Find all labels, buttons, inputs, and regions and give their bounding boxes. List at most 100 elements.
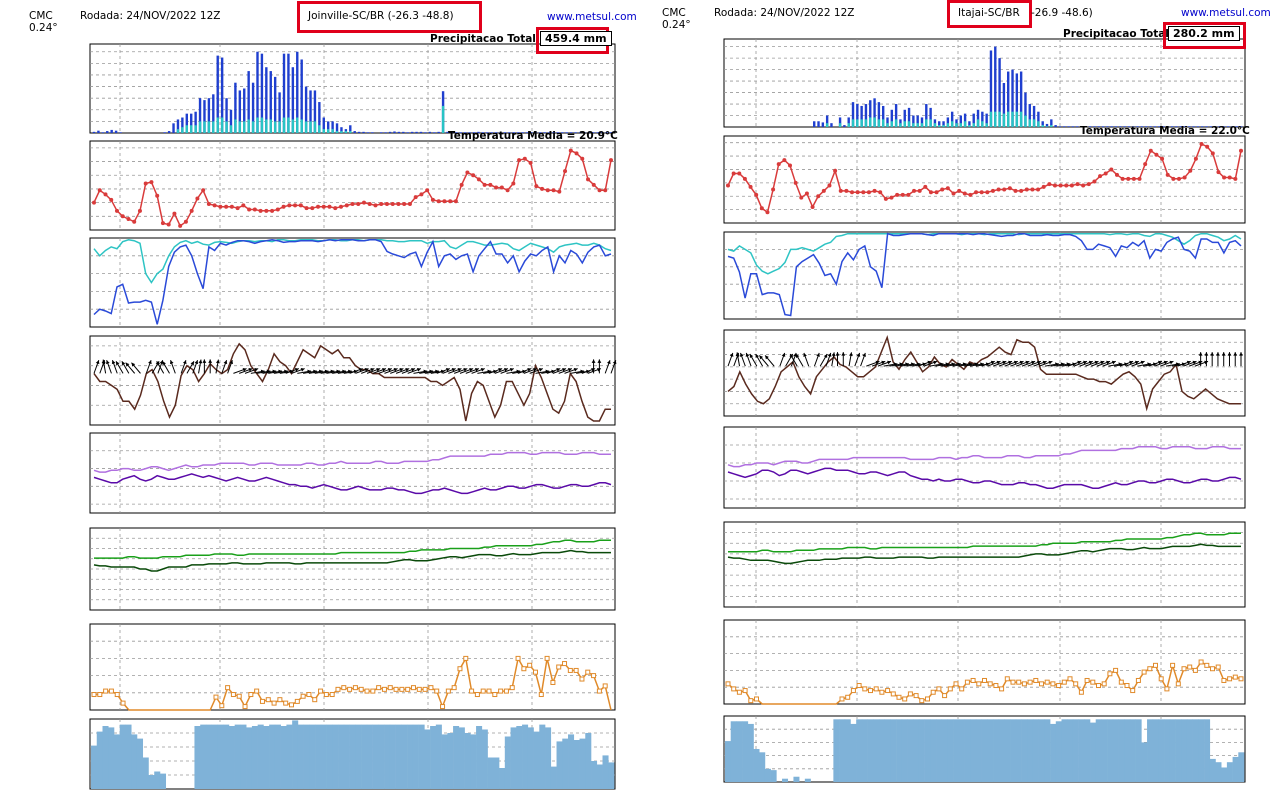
wind-arrowhead [463,367,468,372]
wind-arrowhead [202,359,207,363]
precip-bar [972,113,975,127]
convec-bar [925,119,928,127]
cloud-bar [102,726,109,789]
convec-bar [1024,115,1027,127]
showalter-point [1141,669,1147,675]
cloud-bar [1050,723,1057,782]
temp-point [737,171,742,176]
convec-bar [318,125,321,133]
temp-point [1069,183,1074,188]
cloud-bar [464,733,471,789]
temp-point [1013,188,1018,193]
temp-point [482,182,487,187]
convec-bar [207,121,211,133]
pnmm-line [727,467,1242,489]
site-link[interactable]: www.metsul.com [1181,7,1271,19]
wind-arrowhead [116,361,120,366]
temp-point [580,156,585,161]
temp-point [1041,184,1046,189]
temp-point [1098,174,1103,179]
panel-temp850 [89,527,616,611]
cloud-bar [430,726,437,789]
temp-point [1002,187,1007,192]
cloud-bar [890,719,897,782]
precip-bar [92,131,96,133]
temp-point [1109,167,1114,172]
temp-point [264,208,269,213]
precip-bar [1144,126,1148,127]
cloud-bar [1107,719,1114,782]
cloud-bar [964,719,971,782]
convec-bar [933,123,937,127]
showalter-point [440,704,446,710]
precip-bar [1188,126,1191,127]
wind-arrowhead [504,367,508,372]
temp-point [402,201,407,206]
showalter-point [1221,677,1227,683]
temp-point [974,190,979,195]
precip-bar [1045,123,1049,127]
cloud-bar [896,719,903,782]
showalter-point [306,692,312,698]
convec-bar [838,123,842,127]
wind-arrowhead [875,360,880,365]
precip-bar [1222,126,1225,127]
cloud-bar [154,771,161,789]
precip-bar [331,121,334,133]
showalter-point [503,688,509,694]
cloud-bar [418,724,425,789]
temp-point [229,204,234,209]
temp-point [962,191,967,196]
cloud-bar [527,727,534,789]
temp-point [1165,172,1170,177]
temp-point [1120,176,1125,181]
wind-arrowhead [1008,360,1013,365]
wind-arrowhead [556,367,561,372]
wind-arrowhead [215,359,220,364]
wind-arrowhead [755,353,760,358]
convec-bar [251,121,255,133]
convec-bar [229,125,233,133]
cloud-bar [1209,758,1216,782]
cloud-bar [1010,719,1017,782]
cloud-bar [447,733,454,789]
cloud-bar [970,719,977,782]
precip-bar [1050,119,1053,127]
temp-point [872,188,877,193]
plot-canvas [723,38,1246,783]
wind-arrowhead [927,360,932,365]
cloud-bar [936,719,943,782]
cloud-bar [1164,719,1171,782]
meteogram-itajai: CMC 0.24° Rodada: 24/NOV/2022 12Z Itajai… [640,0,1279,809]
showalter-point [474,692,480,698]
showalter-point [1130,688,1136,694]
convec-bar [946,123,950,127]
showalter-point [1010,679,1016,685]
wind-arrowhead [1216,352,1220,356]
cloud-bar [562,738,569,789]
showalter-point [393,686,399,692]
temp-point [476,177,481,182]
wind-arrowhead [169,360,174,365]
convec-bar [234,119,237,133]
temp-point [912,188,917,193]
temp-point [201,188,206,193]
precip-bar [976,109,980,127]
temp-point [551,188,556,193]
convec-bar [185,125,188,133]
convec-bar [886,123,889,127]
precip-bar [821,122,825,127]
precip-bar [384,132,387,133]
temp-point [287,203,292,208]
showalter-point [890,691,896,697]
site-link[interactable]: www.metsul.com [547,11,637,23]
showalter-point [1039,681,1044,687]
precip-bar [587,132,591,133]
wind-speed-line [93,342,611,422]
showalter-point [480,688,486,694]
precip-bar [229,109,233,133]
precip-bar [1019,71,1023,127]
wind-arrowhead [1210,352,1215,356]
cloud-bar [516,726,523,789]
showalter-point [873,686,879,692]
